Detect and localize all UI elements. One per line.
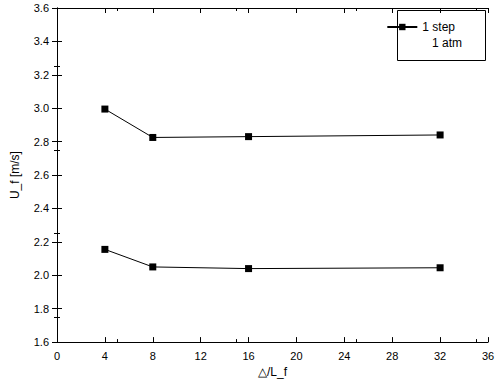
svg-text:△/L_f: △/L_f [258,365,288,379]
svg-text:16: 16 [242,350,254,362]
svg-text:1.8: 1.8 [34,303,49,315]
svg-text:4: 4 [102,350,108,362]
svg-text:2.4: 2.4 [34,202,49,214]
svg-text:20: 20 [290,350,302,362]
svg-text:1 atm: 1 atm [432,36,462,50]
svg-text:3.0: 3.0 [34,102,49,114]
svg-text:12: 12 [195,350,207,362]
svg-text:1.6: 1.6 [34,336,49,348]
svg-text:2.2: 2.2 [34,236,49,248]
svg-text:24: 24 [338,350,350,362]
svg-text:2.8: 2.8 [34,136,49,148]
svg-text:28: 28 [386,350,398,362]
svg-text:36: 36 [482,350,494,362]
svg-text:8: 8 [150,350,156,362]
svg-text:1 step: 1 step [422,20,455,34]
svg-text:2.6: 2.6 [34,169,49,181]
svg-text:3.6: 3.6 [34,2,49,14]
svg-text:U_f [m/s]: U_f [m/s] [8,151,22,199]
svg-text:3.4: 3.4 [34,35,49,47]
svg-text:0: 0 [54,350,60,362]
svg-text:32: 32 [434,350,446,362]
svg-text:3.2: 3.2 [34,69,49,81]
svg-text:2.0: 2.0 [34,269,49,281]
